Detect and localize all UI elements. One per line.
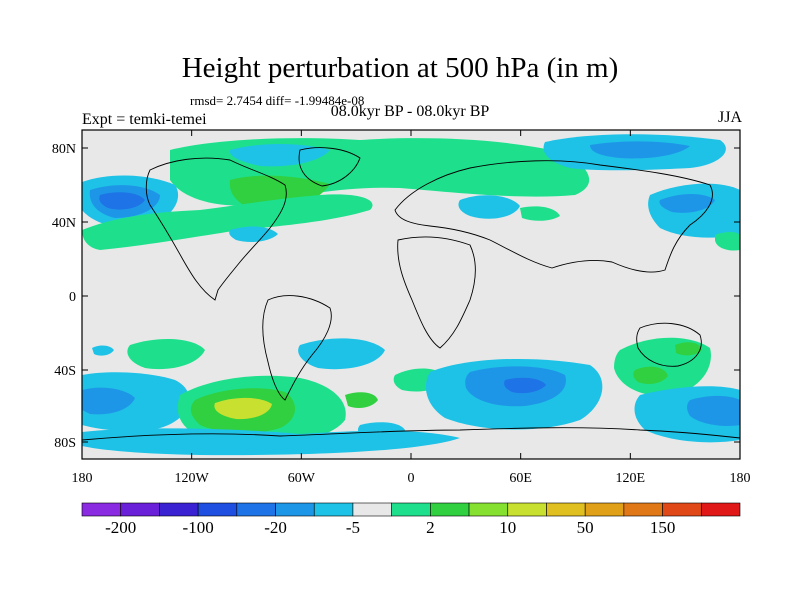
south-america-outline [262,295,332,401]
contour-region [458,195,520,219]
colorbar: -200 -100 -20 -5 2 10 50 150 [81,502,741,537]
europe-asia-outline [394,160,713,273]
contour-region [99,192,145,210]
contour-region [675,342,702,356]
stats-line: rmsd= 2.7454 diff= -1.99484e-08 [190,93,365,108]
contour-region [520,206,560,221]
lat-tick-label: 80N [52,142,76,157]
contour-region [82,372,190,432]
colorbar-label: -5 [346,518,360,537]
contour-region [82,194,373,250]
experiment-label: Expt = temki-temei [82,111,207,128]
lon-tick-label: 180 [730,471,751,486]
lon-tick-label: 0 [408,471,415,486]
colorbar-label: -20 [264,518,287,537]
lat-tick-label: 80S [54,436,76,451]
contour-region [214,397,272,420]
colorbar-swatch [120,502,160,517]
contour-region [345,392,378,408]
contour-region [229,226,278,242]
lon-tick-label: 120W [175,471,210,486]
colorbar-swatch [623,502,663,517]
contour-region [633,366,668,384]
axis-ticks: 80N 40N 0 40S 80S 180 120W 60W 0 60E 120E 180 [52,130,751,486]
lat-tick-label: 40S [54,364,76,379]
colorbar-swatch [352,502,392,517]
contour-region [504,377,546,394]
contour-region [357,422,405,440]
antarctica-outline [82,427,740,441]
africa-outline [397,236,476,349]
season-label: JJA [717,109,742,126]
australia-outline [636,322,702,367]
colorbar-label: -100 [183,518,214,537]
colorbar-swatch [507,502,547,517]
contour-region [229,144,330,167]
lat-tick-label: 40N [52,216,76,231]
contour-region [127,338,205,370]
lon-tick-label: 60W [288,471,316,486]
colorbar-swatch [81,502,122,517]
colorbar-swatch [662,502,702,517]
continent-outlines [82,147,740,441]
contour-region [590,141,690,159]
contour-region [687,395,740,426]
colorbar-label: 10 [499,518,516,537]
lon-tick-label: 120E [616,471,646,486]
colorbar-swatch [236,502,276,517]
colorbar-label: 150 [650,518,676,537]
contour-region [715,232,740,251]
lon-tick-label: 180 [72,471,93,486]
colorbar-swatch [197,502,238,517]
contour-region [298,338,385,370]
contour-region [659,194,715,213]
contour-region [92,345,114,356]
north-america-outline [145,157,287,301]
colorbar-swatch [468,502,509,517]
colorbar-label: 50 [577,518,594,537]
colorbar-swatch [159,502,199,517]
colorbar-swatch [313,502,354,517]
map-title: Height perturbation at 500 hPa (in m) [181,52,619,84]
lon-tick-label: 60E [509,471,532,486]
colorbar-swatch [584,502,625,517]
colorbar-swatch [430,502,470,517]
colorbar-label: -200 [105,518,136,537]
colorbar-swatch [546,502,586,517]
contour-field [82,130,740,459]
colorbar-swatch [391,502,431,517]
period-label: 08.0kyr BP - 08.0kyr BP [330,103,490,120]
colorbar-swatch [700,502,741,517]
lat-tick-label: 0 [69,290,76,305]
colorbar-swatch [275,502,315,517]
greenland-outline [298,147,361,187]
colorbar-label: 2 [426,518,435,537]
contour-region [82,387,135,415]
